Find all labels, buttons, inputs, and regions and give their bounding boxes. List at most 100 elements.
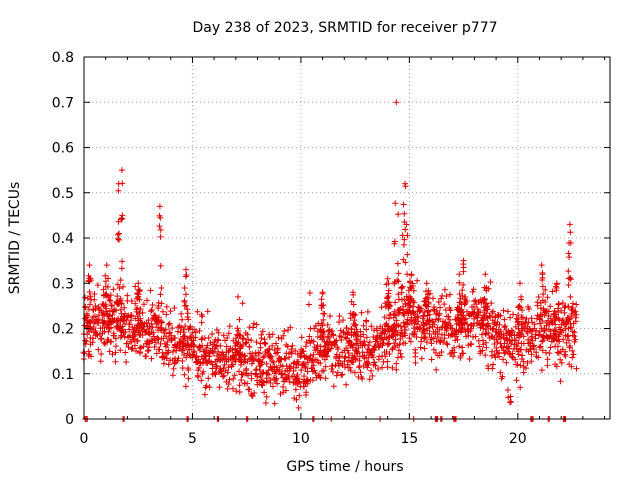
data-point xyxy=(240,359,247,366)
data-point xyxy=(133,348,140,355)
data-point xyxy=(149,301,156,308)
data-point xyxy=(310,351,317,358)
data-point xyxy=(263,360,270,367)
y-axis-label: SRMTID / TECUs xyxy=(7,182,23,295)
data-point xyxy=(393,360,400,367)
data-point xyxy=(520,333,527,340)
data-point xyxy=(241,352,248,359)
data-point xyxy=(412,314,419,321)
data-point xyxy=(411,299,418,306)
data-point xyxy=(266,345,273,352)
data-point xyxy=(460,281,467,288)
data-point xyxy=(114,235,121,242)
data-point xyxy=(536,328,543,335)
data-point xyxy=(490,361,497,368)
data-point xyxy=(391,280,398,287)
data-point xyxy=(307,352,314,359)
data-point xyxy=(515,325,522,332)
data-point xyxy=(508,398,515,405)
data-point xyxy=(96,330,103,337)
data-point xyxy=(305,301,312,308)
data-point xyxy=(508,340,515,347)
data-point xyxy=(86,288,93,295)
data-point xyxy=(569,300,576,307)
data-point xyxy=(447,307,454,314)
data-point xyxy=(504,387,511,394)
data-point xyxy=(89,339,96,346)
data-point xyxy=(544,294,551,301)
data-point xyxy=(480,297,487,304)
data-point xyxy=(345,329,352,336)
data-point xyxy=(266,334,273,341)
y-tick-label: 0 xyxy=(65,412,74,428)
data-point xyxy=(456,299,463,306)
data-point xyxy=(396,341,403,348)
data-point xyxy=(302,363,309,370)
data-point xyxy=(519,307,526,314)
data-point xyxy=(258,371,265,378)
data-point xyxy=(184,313,191,320)
data-point xyxy=(159,308,166,315)
data-point xyxy=(147,287,154,294)
data-point xyxy=(334,346,341,353)
data-point xyxy=(273,375,280,382)
data-point xyxy=(399,232,406,239)
data-point xyxy=(254,373,261,380)
data-point xyxy=(118,215,125,222)
data-point xyxy=(479,347,486,354)
data-point xyxy=(100,292,107,299)
data-point xyxy=(524,330,531,337)
data-point xyxy=(289,342,296,349)
data-point xyxy=(464,321,471,328)
data-point xyxy=(262,341,269,348)
data-point xyxy=(567,342,574,349)
data-point xyxy=(158,319,165,326)
data-point xyxy=(417,344,424,351)
data-point xyxy=(326,313,333,320)
data-point xyxy=(471,304,478,311)
data-point xyxy=(149,324,156,331)
data-point xyxy=(107,338,114,345)
data-point xyxy=(293,396,300,403)
data-point xyxy=(158,335,165,342)
data-point xyxy=(203,382,210,389)
data-point xyxy=(514,361,521,368)
data-point xyxy=(438,348,445,355)
data-point xyxy=(415,318,422,325)
data-point xyxy=(157,233,164,240)
data-point xyxy=(400,319,407,326)
data-point xyxy=(406,335,413,342)
data-point xyxy=(112,358,119,365)
data-point xyxy=(371,347,378,354)
data-point xyxy=(507,399,514,406)
data-point xyxy=(404,308,411,315)
data-point xyxy=(518,321,525,328)
data-point xyxy=(116,285,123,292)
data-point xyxy=(198,319,205,326)
data-point xyxy=(373,325,380,332)
data-point xyxy=(102,272,109,279)
data-point xyxy=(238,354,245,361)
data-point xyxy=(261,389,268,396)
data-point xyxy=(94,282,101,289)
data-point xyxy=(148,320,155,327)
data-point xyxy=(544,362,551,369)
data-point xyxy=(447,322,454,329)
data-point xyxy=(100,309,107,316)
data-point xyxy=(483,344,490,351)
data-point xyxy=(98,350,105,357)
data-point xyxy=(539,276,546,283)
data-point xyxy=(342,334,349,341)
data-point xyxy=(401,210,408,217)
x-tick-label: 15 xyxy=(400,431,418,447)
data-point xyxy=(336,319,343,326)
data-point xyxy=(279,370,286,377)
data-point xyxy=(568,363,575,370)
data-point xyxy=(551,326,558,333)
data-point xyxy=(185,326,192,333)
data-point xyxy=(421,345,428,352)
data-point xyxy=(437,304,444,311)
data-point xyxy=(553,280,560,287)
data-point xyxy=(413,334,420,341)
y-tick-label: 0.5 xyxy=(52,186,74,202)
